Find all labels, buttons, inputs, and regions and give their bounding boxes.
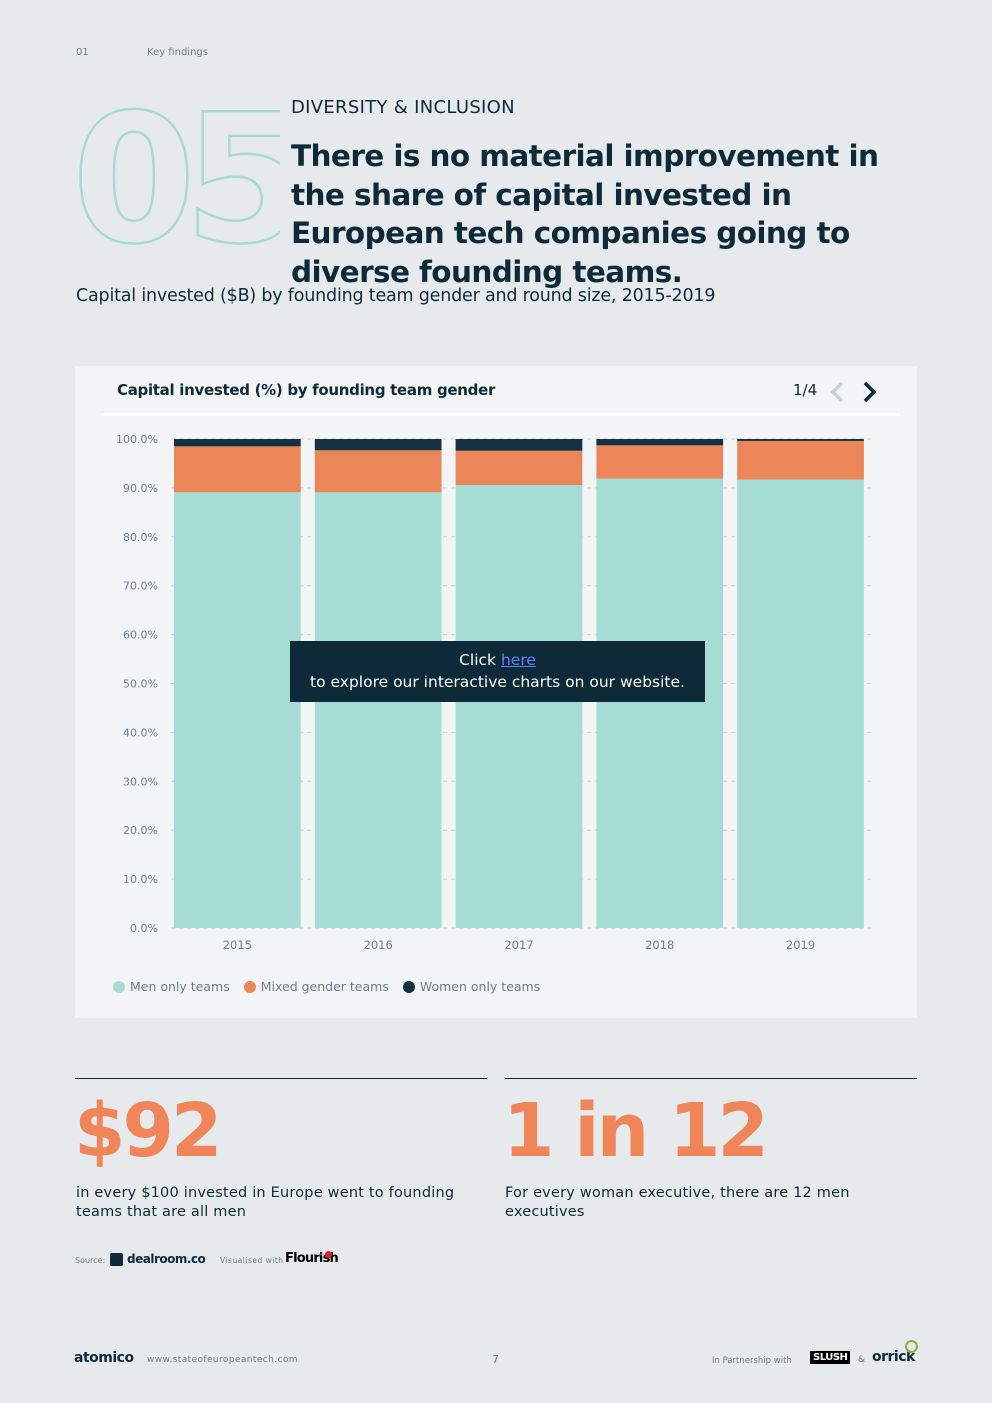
footer-url[interactable]: www.stateofeuropeantech.com: [147, 1355, 298, 1365]
legend-swatch-icon: [243, 980, 256, 993]
bar-segment: [314, 492, 442, 928]
stat-divider: [75, 1078, 487, 1079]
finding-headline: There is no material improvement in the …: [291, 139, 879, 289]
y-tick-label: 20.0%: [123, 824, 158, 837]
legend-item[interactable]: Mixed gender teams: [243, 979, 389, 994]
y-tick-label: 80.0%: [123, 531, 158, 544]
source-label: Source:: [75, 1256, 106, 1265]
bar-segment: [314, 450, 442, 493]
x-tick-label: 2019: [786, 938, 815, 952]
y-tick-label: 30.0%: [123, 775, 158, 788]
bar-segment: [455, 450, 583, 485]
bar-segment: [174, 492, 301, 928]
stacked-bar-chart: 0.0% 10.0% 20.0% 30.0% 40.0% 50.0% 60.0% 70.0% 8…: [116, 433, 875, 952]
stat-value: 1 in 12: [503, 1088, 769, 1174]
bar-segment: [737, 440, 864, 480]
orrick-logo: orrick: [872, 1349, 915, 1365]
bar-segment: [596, 439, 724, 446]
stat-value: $92: [74, 1088, 222, 1174]
finding-number-outline: 05: [71, 86, 280, 256]
slush-logo: SLUSH: [810, 1351, 851, 1364]
chevron-left-icon[interactable]: [827, 378, 849, 406]
legend-swatch-icon: [402, 980, 415, 993]
dealroom-logo-icon: [110, 1253, 123, 1266]
orrick-ring-icon: [905, 1340, 918, 1353]
source-name: dealroom.co: [127, 1252, 206, 1266]
bar-segment: [314, 439, 442, 451]
stat-description: in every $100 invested in Europe went to…: [76, 1185, 455, 1220]
partner-ampersand: &: [858, 1355, 866, 1365]
x-tick-label: 2018: [645, 938, 674, 952]
explore-banner: Click here to explore our interactive ch…: [290, 641, 705, 702]
y-tick-label: 70.0%: [123, 580, 158, 593]
chart-legend: Men only teams Mixed gender teams Women on…: [113, 979, 540, 994]
chart-pager: 1/4: [793, 381, 818, 399]
y-tick-label: 50.0%: [123, 678, 158, 691]
legend-label: Men only teams: [130, 979, 230, 994]
toolbar-divider: [101, 413, 900, 416]
atomico-logo: atomico: [74, 1350, 134, 1366]
bar-segment: [596, 445, 724, 479]
x-tick-label: 2015: [223, 938, 252, 952]
legend-item[interactable]: Women only teams: [402, 979, 541, 994]
chevron-right-icon[interactable]: [859, 378, 881, 406]
y-tick-label: 40.0%: [123, 726, 158, 739]
chart-subtitle: Capital invested ($B) by founding team g…: [76, 286, 716, 306]
banner-text: to explore our interactive charts on our…: [310, 673, 685, 691]
stat-divider: [505, 1078, 917, 1079]
footer-page-number: 7: [492, 1353, 499, 1366]
bar-segment: [737, 479, 864, 928]
y-tick-label: 60.0%: [123, 629, 158, 642]
y-tick-label: 100.0%: [116, 433, 158, 446]
y-tick-label: 0.0%: [130, 922, 158, 935]
legend-item[interactable]: Men only teams: [113, 979, 230, 994]
banner-text-prefix: Click: [459, 651, 501, 669]
legend-swatch-icon: [113, 980, 125, 993]
legend-label: Mixed gender teams: [260, 979, 389, 994]
finding-number: 05: [72, 86, 280, 256]
y-tick-label: 90.0%: [123, 482, 158, 495]
x-tick-label: 2017: [504, 938, 533, 952]
y-tick-label: 10.0%: [123, 873, 158, 886]
visualised-label: Visualised with: [220, 1256, 284, 1265]
bar-segment: [455, 439, 583, 451]
partner-label: In Partnership with: [712, 1356, 792, 1366]
section-label: Key findings: [147, 47, 208, 58]
x-tick-label: 2016: [364, 938, 393, 952]
bar-segment: [174, 446, 301, 493]
page-section-number: 01: [76, 47, 89, 58]
legend-label: Women only teams: [419, 979, 541, 994]
chart-title: Capital invested (%) by founding team ge…: [117, 381, 496, 399]
finding-kicker: DIVERSITY & INCLUSION: [291, 97, 515, 118]
bar-segment: [596, 478, 724, 928]
here-link[interactable]: here: [500, 651, 536, 669]
bar-segment: [455, 484, 583, 928]
stat-description: For every woman executive, there are 12 …: [505, 1185, 850, 1220]
bar-segment: [737, 439, 864, 441]
bar-segment: [174, 439, 301, 447]
flourish-dot-icon: [325, 1251, 332, 1258]
